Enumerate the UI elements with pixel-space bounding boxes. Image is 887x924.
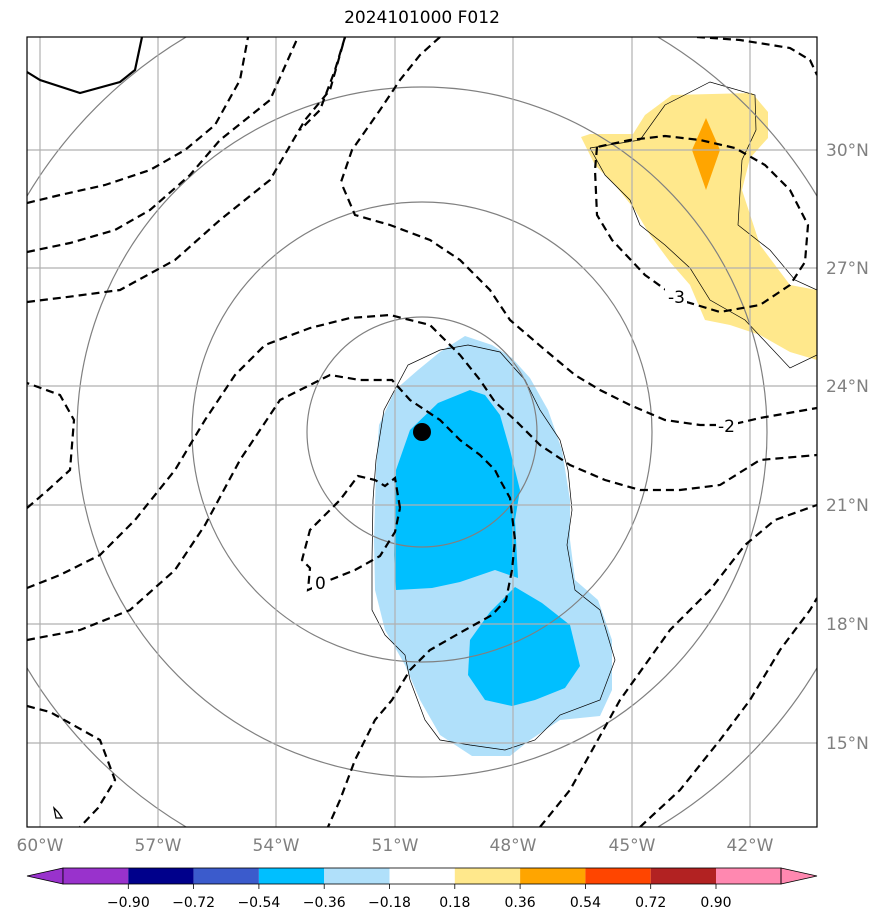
longitude-labels: 60°W 57°W 54°W 51°W 48°W 45°W 42°W [17,836,774,856]
colorbar-tick-label: 0.18 [439,895,470,911]
lon-label: 51°W [372,836,419,856]
lon-label: 42°W [727,836,774,856]
colorbar-extend-high [780,867,818,885]
lon-label: 60°W [17,836,64,856]
colorbar-tick-label: 0.54 [570,895,601,911]
colorbar-tick-label: 0.72 [635,895,666,911]
lat-label: 24°N [826,377,869,397]
range-rings [27,37,817,827]
lat-label: 21°N [826,496,869,516]
colorbar-bin [63,868,129,884]
latitude-labels: 30°N 27°N 24°N 21°N 18°N 15°N [826,141,869,754]
map-plot-area: -3 -2 0 [27,37,817,827]
gridlines [27,37,817,827]
lon-label: 48°W [490,836,537,856]
lat-label: 27°N [826,259,869,279]
colorbar-bin [520,868,586,884]
colorbar-bin [454,868,521,884]
dashed-contours [27,37,817,827]
colorbar-bin [716,868,781,884]
lon-label: 45°W [609,836,656,856]
colorbar-tick-label: −0.36 [303,895,346,911]
colorbar-tick-label: 0.90 [700,895,731,911]
solid-contours [27,37,144,819]
colorbar-bin [324,868,390,884]
colorbar-tick-label: 0.36 [505,895,536,911]
thin-outline-contours [371,81,817,751]
colorbar-bin [128,868,194,884]
negative-anomaly-fill [374,336,612,756]
colorbar-tick-label: −0.18 [368,895,411,911]
lon-label: 57°W [135,836,182,856]
colorbar-bin [650,868,716,884]
colorbar-bin [585,868,651,884]
lat-label: 15°N [826,734,869,754]
contour-label-minus2: -2 [718,417,735,437]
contour-label-minus3: -3 [668,288,685,308]
colorbar-tick-label: −0.90 [107,895,150,911]
lon-label: 54°W [253,836,300,856]
colorbar-bin [258,868,325,884]
colorbar-extend-low [26,867,64,885]
contour-label-zero: 0 [315,574,326,594]
colorbar-bin [389,868,455,884]
lat-label: 30°N [826,141,869,161]
map-frame [26,36,818,828]
storm-center-marker [413,423,431,441]
colorbar-tick-label: −0.54 [237,895,280,911]
colorbar-bin [193,868,259,884]
colorbar: −0.90 −0.72 −0.54 −0.36 −0.18 0.18 0.36 … [26,867,818,911]
map-title: 2024101000 F012 [344,8,500,28]
lat-label: 18°N [826,615,869,635]
colorbar-tick-label: −0.72 [172,895,215,911]
